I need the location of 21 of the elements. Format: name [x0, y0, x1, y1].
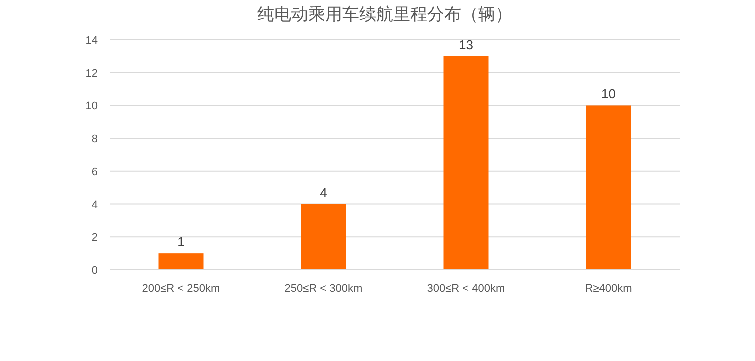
- y-tick-label: 14: [86, 35, 98, 47]
- y-tick-label: 12: [86, 68, 98, 80]
- bar: [301, 204, 346, 270]
- y-tick-label: 8: [92, 134, 98, 146]
- bar: [158, 254, 204, 270]
- data-label: 1: [178, 234, 185, 250]
- x-tick-label: R≥400km: [585, 283, 632, 295]
- data-label: 10: [602, 86, 616, 102]
- x-tick-label: 300≤R < 400km: [427, 283, 506, 295]
- chart-title: 纯电动乘用车续航里程分布（辆）: [258, 5, 512, 24]
- x-tick-label: 250≤R < 300km: [284, 283, 363, 295]
- y-tick-label: 2: [92, 232, 98, 244]
- bar: [444, 56, 489, 270]
- bar: [586, 106, 632, 270]
- y-tick-label: 6: [92, 166, 98, 178]
- data-label: 4: [320, 185, 328, 200]
- data-label: 13: [459, 37, 474, 52]
- y-tick-label: 10: [86, 100, 98, 113]
- y-tick-label: 4: [92, 199, 98, 212]
- x-tick-label: 200≤R < 250km: [142, 283, 220, 295]
- y-tick-label: 0: [92, 265, 98, 277]
